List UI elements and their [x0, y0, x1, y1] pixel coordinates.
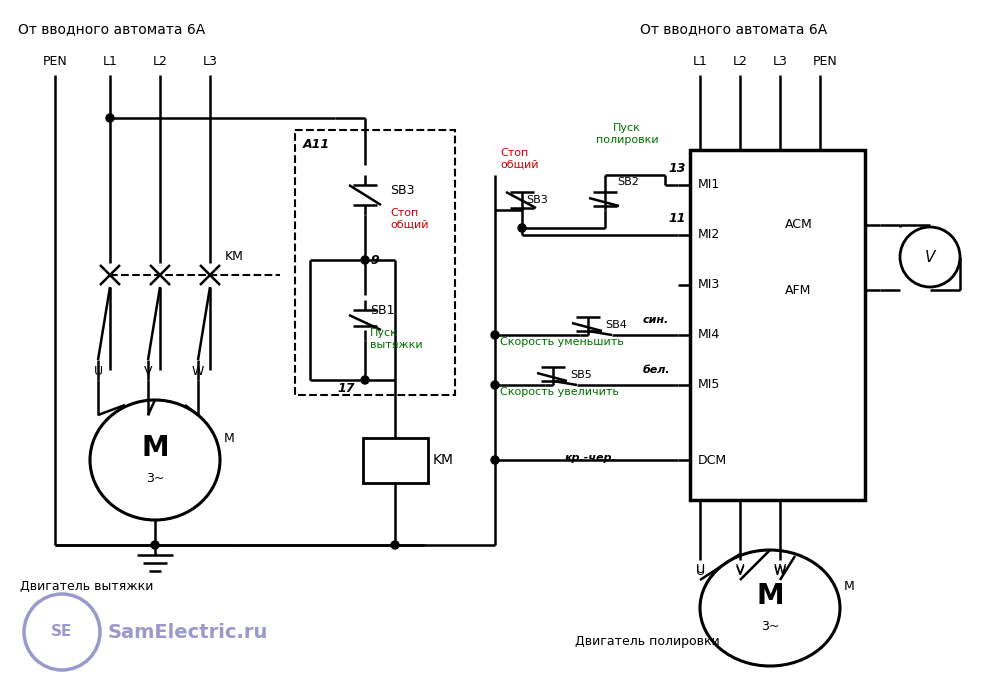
- Text: W: W: [192, 365, 204, 378]
- Bar: [295, 130, 455, 395]
- Text: 3~: 3~: [761, 619, 779, 633]
- Text: U: U: [695, 563, 705, 576]
- Text: L2: L2: [733, 55, 747, 68]
- Text: син.: син.: [643, 315, 669, 325]
- Text: Стоп
общий: Стоп общий: [390, 208, 428, 230]
- Text: AFM: AFM: [785, 284, 811, 297]
- Text: SB5: SB5: [570, 370, 592, 380]
- Circle shape: [106, 114, 114, 122]
- Text: Двигатель полировки: Двигатель полировки: [575, 635, 720, 648]
- Circle shape: [491, 456, 499, 464]
- Text: MI3: MI3: [698, 278, 720, 291]
- Text: кр.-чер.: кр.-чер.: [565, 453, 617, 463]
- Circle shape: [361, 376, 369, 384]
- Text: MI5: MI5: [698, 378, 720, 392]
- Text: MI2: MI2: [698, 229, 720, 242]
- Text: DCM: DCM: [698, 454, 727, 466]
- Text: A11: A11: [303, 138, 330, 151]
- Text: От вводного автомата 6А: От вводного автомата 6А: [640, 22, 827, 36]
- Circle shape: [491, 331, 499, 339]
- Text: 13: 13: [668, 162, 686, 175]
- Text: ACM: ACM: [785, 219, 813, 232]
- Text: Стоп
общий: Стоп общий: [500, 149, 538, 170]
- Text: L1: L1: [693, 55, 707, 68]
- Text: U: U: [93, 365, 103, 378]
- Text: 11: 11: [668, 212, 686, 225]
- Text: M: M: [844, 579, 855, 593]
- Text: Пуск
полировки: Пуск полировки: [596, 124, 658, 145]
- Text: MI1: MI1: [698, 179, 720, 191]
- Text: W: W: [774, 563, 786, 576]
- Circle shape: [361, 256, 369, 264]
- Text: 3~: 3~: [146, 471, 164, 485]
- Text: V: V: [736, 565, 744, 578]
- Circle shape: [518, 224, 526, 232]
- Text: SB4: SB4: [605, 320, 627, 330]
- Text: M: M: [756, 582, 784, 610]
- Text: SamElectric.ru: SamElectric.ru: [108, 623, 268, 642]
- Text: 17: 17: [338, 382, 355, 395]
- Text: PEN: PEN: [813, 55, 837, 68]
- Text: KM: KM: [225, 250, 244, 263]
- Text: От вводного автомата 6А: От вводного автомата 6А: [18, 22, 205, 36]
- Text: 9: 9: [370, 253, 379, 266]
- Circle shape: [151, 541, 159, 549]
- Text: L2: L2: [153, 55, 167, 68]
- Bar: [690, 150, 865, 500]
- Circle shape: [391, 541, 399, 549]
- Text: Двигатель вытяжки: Двигатель вытяжки: [20, 580, 153, 593]
- Text: M: M: [224, 431, 235, 445]
- Text: L3: L3: [203, 55, 217, 68]
- Text: SB2: SB2: [617, 177, 639, 187]
- Text: V: V: [736, 563, 744, 576]
- Text: SB3: SB3: [390, 183, 415, 196]
- Text: SE: SE: [51, 625, 73, 640]
- Circle shape: [491, 381, 499, 389]
- Text: V: V: [144, 365, 152, 378]
- Text: PEN: PEN: [43, 55, 67, 68]
- Text: L1: L1: [103, 55, 117, 68]
- Bar: [363, 438, 428, 483]
- Text: V: V: [925, 249, 935, 265]
- Text: SB1: SB1: [370, 304, 394, 316]
- Text: L3: L3: [773, 55, 787, 68]
- Text: Скорость уменьшить: Скорость уменьшить: [500, 337, 624, 347]
- Text: M: M: [141, 434, 169, 462]
- Text: W: W: [774, 565, 786, 578]
- Text: бел.: бел.: [643, 365, 671, 375]
- Text: Скорость увеличить: Скорость увеличить: [500, 387, 619, 397]
- Text: Пуск
вытяжки: Пуск вытяжки: [370, 328, 423, 350]
- Text: SB3: SB3: [526, 195, 548, 205]
- Text: KM: KM: [433, 453, 454, 467]
- Text: MI4: MI4: [698, 329, 720, 342]
- Text: U: U: [695, 565, 705, 578]
